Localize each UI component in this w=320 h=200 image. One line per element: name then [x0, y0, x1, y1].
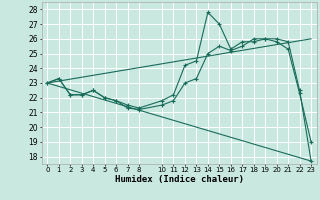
X-axis label: Humidex (Indice chaleur): Humidex (Indice chaleur)	[115, 175, 244, 184]
